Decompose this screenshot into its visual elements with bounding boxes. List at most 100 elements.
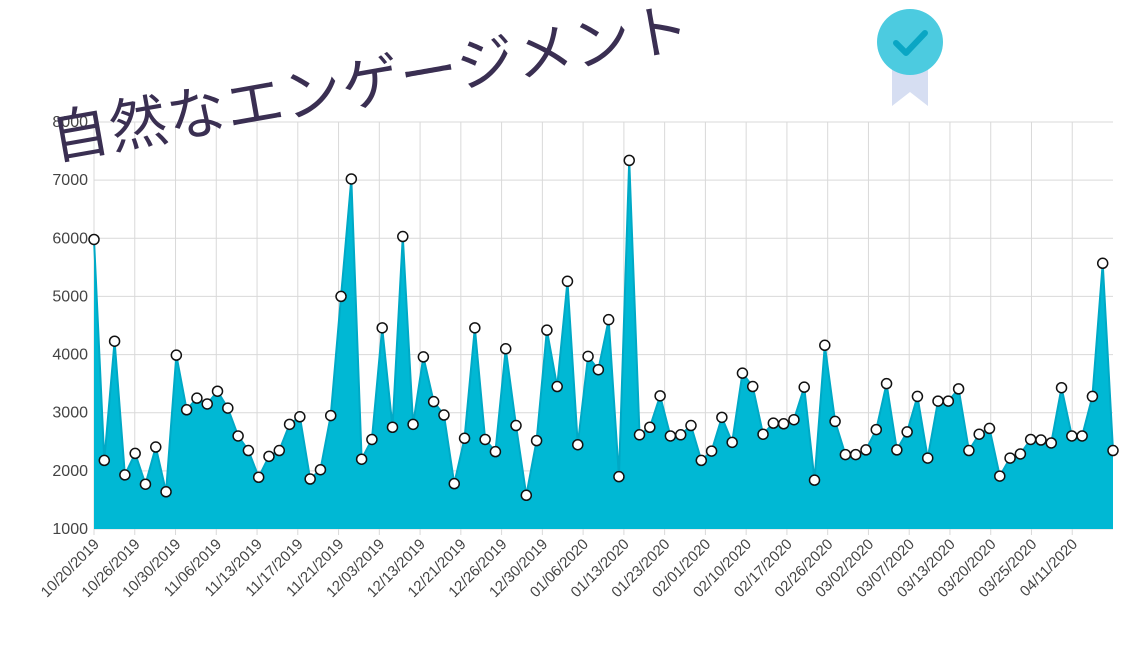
data-point (180, 404, 193, 416)
data-point (407, 418, 419, 431)
data-point (304, 473, 316, 485)
data-point (757, 428, 769, 440)
data-point (1086, 390, 1099, 403)
data-point (397, 230, 409, 243)
data-point (1045, 437, 1057, 449)
data-point (911, 390, 924, 403)
data-point (1055, 381, 1068, 394)
data-point (294, 411, 306, 423)
data-point (561, 275, 574, 288)
data-point (572, 438, 584, 451)
data-point (1076, 430, 1088, 442)
data-point (1096, 257, 1109, 270)
data-point (324, 409, 337, 422)
data-point (829, 415, 841, 428)
data-point (819, 339, 831, 352)
y-tick-label: 5000 (52, 288, 88, 305)
data-point (191, 392, 203, 404)
data-point (901, 426, 913, 438)
y-tick-label: 1000 (52, 521, 88, 538)
data-point (839, 448, 852, 461)
y-axis-ticks: 1000 2000 3000 4000 5000 6000 7000 8000 (52, 114, 88, 538)
data-point (252, 471, 265, 484)
data-point (767, 417, 780, 429)
data-point (479, 433, 491, 446)
data-point (798, 381, 810, 393)
data-point (1107, 444, 1119, 457)
data-point (674, 429, 687, 441)
data-point (808, 474, 821, 486)
data-point (283, 418, 296, 431)
data-point (613, 470, 625, 483)
data-point (458, 432, 471, 445)
data-point (242, 444, 255, 457)
data-point (891, 444, 903, 456)
data-point (685, 419, 697, 432)
data-point (963, 444, 975, 457)
data-point (664, 430, 677, 442)
data-points (88, 154, 1119, 502)
data-point (119, 469, 131, 481)
data-point (211, 385, 224, 397)
data-point (139, 478, 152, 490)
data-point (355, 453, 368, 465)
data-point (654, 390, 666, 402)
data-point (88, 233, 100, 246)
data-point (921, 452, 934, 464)
y-tick-label: 7000 (52, 172, 88, 189)
data-point (880, 377, 893, 390)
data-point (952, 383, 965, 395)
data-point (1024, 433, 1037, 446)
data-point (860, 444, 872, 456)
data-point (366, 433, 378, 446)
engagement-area (94, 160, 1113, 529)
data-point (551, 380, 563, 393)
data-point (736, 367, 749, 379)
data-point (695, 454, 708, 467)
data-point (98, 454, 111, 467)
data-point (150, 441, 162, 453)
data-point (469, 322, 481, 334)
data-point (376, 322, 388, 334)
data-point (541, 324, 553, 336)
data-point (170, 349, 183, 361)
data-point (788, 413, 800, 426)
data-point (530, 434, 543, 447)
data-point (1014, 448, 1027, 460)
data-point (932, 395, 944, 407)
data-point (335, 290, 347, 303)
data-point (222, 402, 234, 414)
data-point (994, 470, 1006, 482)
y-tick-label: 8000 (52, 114, 88, 131)
data-point (417, 351, 430, 363)
data-point (777, 418, 790, 430)
y-tick-label: 3000 (52, 405, 88, 422)
data-point (510, 419, 522, 432)
data-point (623, 154, 635, 167)
data-point (1004, 452, 1016, 464)
data-point (108, 335, 121, 347)
data-point (633, 429, 646, 441)
data-point (489, 445, 502, 458)
data-point (726, 436, 738, 449)
data-point (1066, 430, 1078, 442)
y-tick-label: 4000 (52, 347, 88, 364)
data-point (942, 395, 955, 407)
data-point (1035, 434, 1047, 446)
data-point (520, 489, 533, 502)
data-point (345, 173, 358, 185)
data-point (849, 448, 862, 461)
data-point (582, 350, 594, 363)
data-point (129, 447, 141, 460)
data-point (232, 430, 244, 442)
data-point (602, 313, 615, 326)
y-tick-label: 2000 (52, 463, 88, 480)
data-point (592, 363, 605, 376)
data-point (201, 398, 213, 410)
verified-ribbon-icon (877, 9, 943, 106)
data-point (870, 423, 883, 436)
data-point (705, 445, 718, 457)
data-point (499, 343, 512, 355)
data-point (448, 477, 461, 490)
